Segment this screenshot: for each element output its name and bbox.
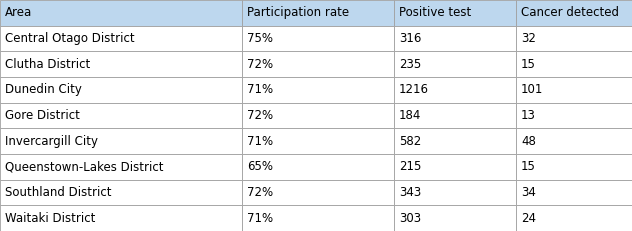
Text: Positive test: Positive test <box>399 6 471 19</box>
Text: Clutha District: Clutha District <box>5 58 90 71</box>
Text: 184: 184 <box>399 109 422 122</box>
Text: 72%: 72% <box>247 58 273 71</box>
Text: 34: 34 <box>521 186 536 199</box>
Text: 343: 343 <box>399 186 422 199</box>
Text: 215: 215 <box>399 160 422 173</box>
Text: 15: 15 <box>521 58 536 71</box>
Bar <box>516 77 632 103</box>
Text: 48: 48 <box>521 135 536 148</box>
Bar <box>516 154 632 180</box>
Bar <box>0 180 242 205</box>
Bar <box>242 51 394 77</box>
Text: Southland District: Southland District <box>5 186 112 199</box>
Bar <box>242 180 394 205</box>
Text: 72%: 72% <box>247 109 273 122</box>
Text: 235: 235 <box>399 58 422 71</box>
Text: 582: 582 <box>399 135 422 148</box>
Text: 72%: 72% <box>247 186 273 199</box>
Bar <box>242 26 394 51</box>
Bar <box>242 128 394 154</box>
Text: 13: 13 <box>521 109 536 122</box>
Bar <box>242 154 394 180</box>
Bar <box>0 26 242 51</box>
Bar <box>0 128 242 154</box>
Bar <box>242 103 394 128</box>
Bar <box>516 0 632 26</box>
Bar <box>516 26 632 51</box>
Text: Dunedin City: Dunedin City <box>5 83 82 96</box>
Text: 303: 303 <box>399 212 421 225</box>
Text: 71%: 71% <box>247 83 273 96</box>
Bar <box>394 26 516 51</box>
Bar <box>394 205 516 231</box>
Text: 71%: 71% <box>247 135 273 148</box>
Bar <box>0 77 242 103</box>
Bar <box>516 103 632 128</box>
Text: 15: 15 <box>521 160 536 173</box>
Bar <box>0 0 242 26</box>
Text: 101: 101 <box>521 83 544 96</box>
Bar <box>516 180 632 205</box>
Text: Participation rate: Participation rate <box>247 6 349 19</box>
Bar <box>394 154 516 180</box>
Bar <box>0 205 242 231</box>
Text: Invercargill City: Invercargill City <box>5 135 98 148</box>
Bar <box>516 128 632 154</box>
Bar <box>394 0 516 26</box>
Bar <box>394 180 516 205</box>
Bar <box>394 51 516 77</box>
Bar <box>242 205 394 231</box>
Text: 71%: 71% <box>247 212 273 225</box>
Text: 65%: 65% <box>247 160 273 173</box>
Text: Area: Area <box>5 6 32 19</box>
Bar <box>242 0 394 26</box>
Bar <box>394 77 516 103</box>
Text: Waitaki District: Waitaki District <box>5 212 95 225</box>
Text: 75%: 75% <box>247 32 273 45</box>
Text: Gore District: Gore District <box>5 109 80 122</box>
Bar <box>394 128 516 154</box>
Bar <box>242 77 394 103</box>
Bar <box>0 103 242 128</box>
Text: 1216: 1216 <box>399 83 429 96</box>
Bar <box>0 154 242 180</box>
Bar <box>516 51 632 77</box>
Text: Central Otago District: Central Otago District <box>5 32 135 45</box>
Bar <box>0 51 242 77</box>
Text: Queenstown-Lakes District: Queenstown-Lakes District <box>5 160 164 173</box>
Bar <box>516 205 632 231</box>
Text: 32: 32 <box>521 32 536 45</box>
Text: 24: 24 <box>521 212 536 225</box>
Bar <box>394 103 516 128</box>
Text: Cancer detected: Cancer detected <box>521 6 619 19</box>
Text: 316: 316 <box>399 32 422 45</box>
